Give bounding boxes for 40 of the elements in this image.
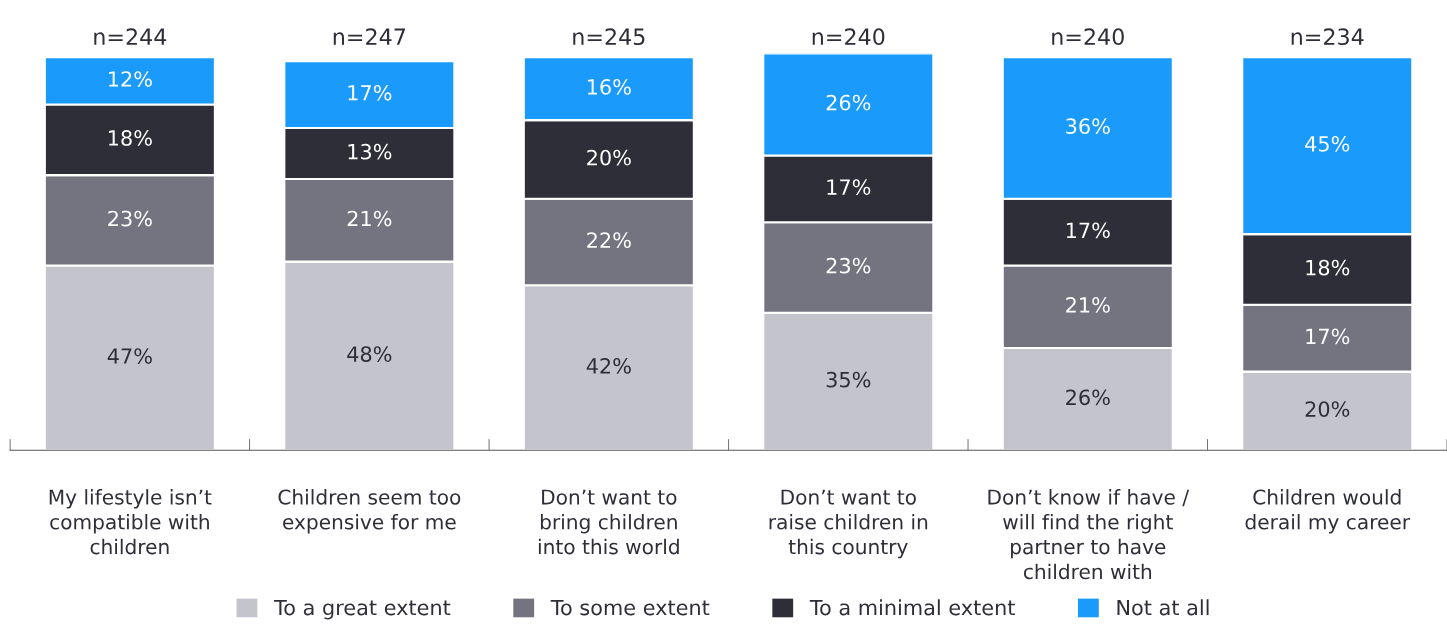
data-label: 36% (1066, 118, 1110, 135)
data-label: 17% (1066, 222, 1110, 239)
legend-label: Not at all (1117, 599, 1209, 616)
annotation: n=245 (573, 28, 645, 46)
data-label: 21% (1066, 297, 1110, 313)
data-label: 22% (587, 232, 631, 248)
data-label: 45% (1305, 135, 1350, 152)
data-label: 13% (348, 143, 392, 160)
data-label: 20% (587, 149, 631, 166)
x-tick-label: Don’t want to bring children into this world (538, 489, 679, 555)
annotation: n=247 (333, 28, 406, 45)
data-label: 16% (587, 78, 631, 95)
data-label: 18% (1306, 259, 1350, 276)
legend-label: To a minimal extent (809, 599, 1015, 616)
legend-label: To a great extent (273, 599, 451, 620)
data-label: 26% (826, 94, 871, 111)
x-tick-label: Don’t know if have / will find the right partner to have children with (988, 489, 1190, 580)
data-label: 42% (586, 357, 631, 374)
data-label: 17% (348, 84, 392, 101)
data-label: 12% (109, 71, 152, 87)
x-tick-label: My lifestyle isn’t compatible with children (49, 489, 212, 555)
data-label: 17% (827, 179, 871, 195)
annotation: n=234 (1291, 28, 1364, 46)
x-tick-label: Children seem too expensive for me (278, 489, 461, 534)
data-label: 21% (347, 210, 392, 227)
data-label: 48% (347, 346, 392, 362)
x-tick-label: Children would derail my career (1245, 489, 1411, 534)
annotation: n=240 (812, 28, 885, 46)
annotation: n=244 (94, 28, 167, 45)
data-label: 26% (1066, 389, 1110, 406)
data-label: 35% (826, 371, 871, 388)
data-label: 20% (1305, 401, 1350, 417)
data-label: 47% (107, 348, 152, 364)
data-label: 18% (109, 130, 152, 146)
annotation: n=240 (1052, 28, 1124, 46)
data-label: 23% (108, 210, 152, 227)
x-tick-label: Don’t want to raise children in this country (769, 489, 928, 559)
data-label: 23% (826, 257, 871, 274)
data-label: 17% (1306, 328, 1350, 345)
legend-label: To some extent (550, 599, 710, 616)
